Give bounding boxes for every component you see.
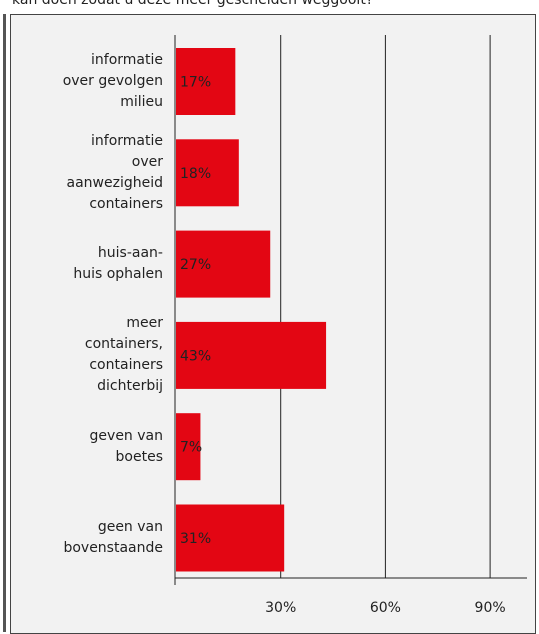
x-tick-label: 90%	[475, 600, 506, 616]
category-label: informatie over aanwezigheid containers	[66, 132, 163, 212]
category-label: meer containers, containers dichterbij	[84, 315, 163, 395]
data-label: 18%	[180, 166, 211, 182]
data-label: 7%	[180, 440, 202, 456]
category-label: huis-aan- huis ophalen	[73, 245, 163, 283]
bar	[176, 48, 236, 115]
category-label: informatie over gevolgen milieu	[62, 52, 163, 110]
bar	[176, 321, 327, 389]
x-tick-label: 30%	[265, 600, 296, 616]
category-label: geven van boetes	[89, 427, 163, 465]
x-tick-label: 60%	[370, 600, 401, 616]
data-label: 27%	[180, 257, 211, 273]
data-label: 17%	[180, 75, 211, 91]
sidebar-line	[3, 14, 6, 632]
bar	[176, 504, 285, 572]
question-text: kan doen zodat u deze meer gescheiden we…	[12, 0, 374, 8]
data-label: 31%	[180, 531, 211, 547]
bar	[176, 230, 271, 298]
category-label: geen van bovenstaande	[63, 519, 163, 556]
bar	[176, 139, 239, 207]
data-label: 43%	[180, 348, 211, 364]
bar	[176, 413, 201, 481]
